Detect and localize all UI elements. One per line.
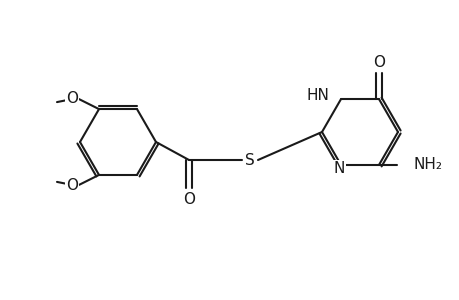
Text: NH₂: NH₂ (413, 158, 442, 172)
Text: N: N (333, 161, 344, 176)
Text: O: O (183, 191, 195, 206)
Text: O: O (66, 91, 78, 106)
Text: S: S (245, 152, 254, 167)
Text: O: O (66, 178, 78, 194)
Text: HN: HN (305, 88, 328, 103)
Text: O: O (372, 55, 384, 70)
